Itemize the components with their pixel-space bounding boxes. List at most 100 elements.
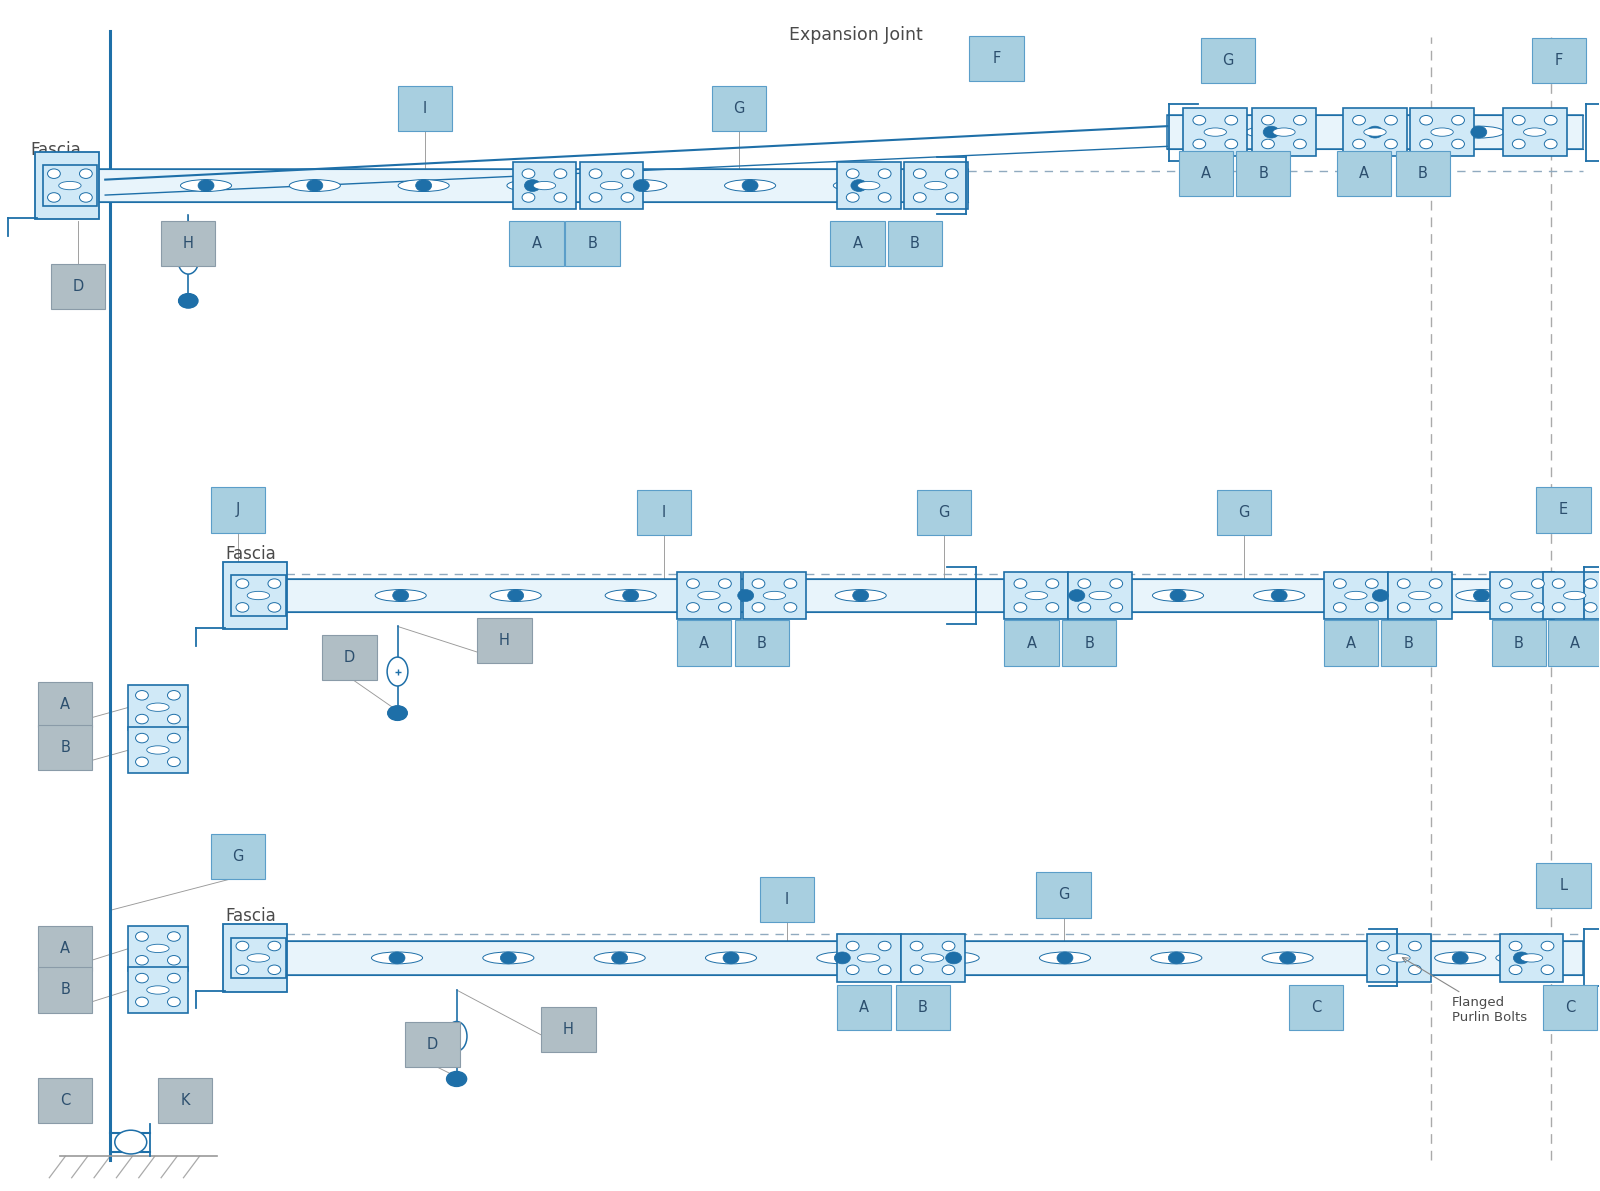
Text: A: A <box>61 941 70 956</box>
Circle shape <box>48 193 61 202</box>
Circle shape <box>1078 603 1091 612</box>
Circle shape <box>136 715 149 724</box>
Ellipse shape <box>178 245 198 274</box>
Ellipse shape <box>1246 126 1296 138</box>
Text: H: H <box>563 1022 574 1036</box>
FancyBboxPatch shape <box>1381 621 1435 666</box>
Circle shape <box>501 952 517 964</box>
Text: G: G <box>1238 505 1250 519</box>
FancyBboxPatch shape <box>1336 151 1390 197</box>
Circle shape <box>738 590 754 601</box>
Circle shape <box>525 180 541 192</box>
Circle shape <box>1499 603 1512 612</box>
Circle shape <box>267 965 280 974</box>
FancyBboxPatch shape <box>224 924 288 992</box>
Ellipse shape <box>1152 590 1203 601</box>
Text: I: I <box>662 505 666 519</box>
Circle shape <box>168 715 181 724</box>
Circle shape <box>1384 139 1397 149</box>
Ellipse shape <box>594 952 645 964</box>
FancyBboxPatch shape <box>917 490 971 535</box>
Circle shape <box>589 193 602 202</box>
Text: D: D <box>427 1037 438 1052</box>
Text: K: K <box>181 1093 190 1108</box>
Circle shape <box>1058 952 1074 964</box>
Circle shape <box>80 169 93 179</box>
Ellipse shape <box>59 181 82 189</box>
FancyBboxPatch shape <box>211 835 266 879</box>
Bar <box>286 941 1398 974</box>
Circle shape <box>267 603 280 612</box>
Ellipse shape <box>616 180 667 192</box>
Circle shape <box>1512 116 1525 125</box>
Circle shape <box>1194 139 1206 149</box>
FancyBboxPatch shape <box>1323 572 1387 619</box>
Text: A: A <box>1200 167 1211 181</box>
Text: Fascia: Fascia <box>226 545 275 563</box>
Circle shape <box>267 941 280 950</box>
Ellipse shape <box>1520 954 1542 962</box>
Text: B: B <box>61 983 70 998</box>
Ellipse shape <box>1523 127 1546 136</box>
Circle shape <box>851 180 867 192</box>
FancyBboxPatch shape <box>38 925 93 971</box>
Circle shape <box>718 579 731 588</box>
Text: D: D <box>344 650 355 665</box>
Circle shape <box>168 734 181 743</box>
Circle shape <box>168 757 181 767</box>
FancyBboxPatch shape <box>51 264 106 310</box>
FancyBboxPatch shape <box>1502 108 1566 156</box>
Ellipse shape <box>1205 127 1227 136</box>
Circle shape <box>1373 590 1389 601</box>
Circle shape <box>910 965 923 974</box>
Circle shape <box>1261 139 1274 149</box>
FancyBboxPatch shape <box>1542 985 1597 1030</box>
Circle shape <box>723 952 739 964</box>
Ellipse shape <box>1349 126 1400 138</box>
Ellipse shape <box>1344 592 1366 599</box>
Circle shape <box>946 193 958 202</box>
Circle shape <box>179 294 198 308</box>
Text: G: G <box>734 101 746 116</box>
FancyBboxPatch shape <box>760 877 814 922</box>
Text: I: I <box>786 892 789 908</box>
Ellipse shape <box>374 590 426 601</box>
Circle shape <box>1552 579 1565 588</box>
Circle shape <box>1509 941 1522 950</box>
Circle shape <box>237 941 248 950</box>
FancyBboxPatch shape <box>1179 151 1234 197</box>
Ellipse shape <box>720 590 771 601</box>
Circle shape <box>1194 116 1206 125</box>
Circle shape <box>554 169 566 179</box>
Ellipse shape <box>1355 590 1406 601</box>
Bar <box>1168 116 1582 149</box>
Circle shape <box>853 590 869 601</box>
FancyBboxPatch shape <box>1536 862 1590 908</box>
Circle shape <box>942 941 955 950</box>
FancyBboxPatch shape <box>830 222 885 267</box>
Circle shape <box>1584 603 1597 612</box>
Bar <box>98 169 968 202</box>
FancyBboxPatch shape <box>541 1006 595 1052</box>
Circle shape <box>1333 579 1346 588</box>
Circle shape <box>1397 603 1410 612</box>
Circle shape <box>1352 116 1365 125</box>
FancyBboxPatch shape <box>43 166 98 206</box>
Circle shape <box>198 180 214 192</box>
Circle shape <box>1376 965 1389 974</box>
Text: Fascia: Fascia <box>226 908 275 925</box>
Ellipse shape <box>1090 592 1112 599</box>
Circle shape <box>1544 116 1557 125</box>
Circle shape <box>1168 952 1184 964</box>
Circle shape <box>910 941 923 950</box>
Circle shape <box>878 941 891 950</box>
Text: E: E <box>1558 503 1568 517</box>
Circle shape <box>237 579 248 588</box>
FancyBboxPatch shape <box>1005 572 1069 619</box>
Circle shape <box>168 691 181 700</box>
FancyBboxPatch shape <box>128 967 189 1012</box>
FancyBboxPatch shape <box>1366 934 1430 981</box>
Circle shape <box>1014 603 1027 612</box>
Text: B: B <box>1403 636 1413 650</box>
FancyBboxPatch shape <box>1288 985 1342 1030</box>
